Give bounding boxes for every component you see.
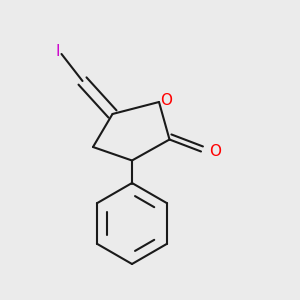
Text: O: O	[160, 93, 172, 108]
Text: O: O	[209, 144, 221, 159]
Text: I: I	[56, 44, 60, 59]
